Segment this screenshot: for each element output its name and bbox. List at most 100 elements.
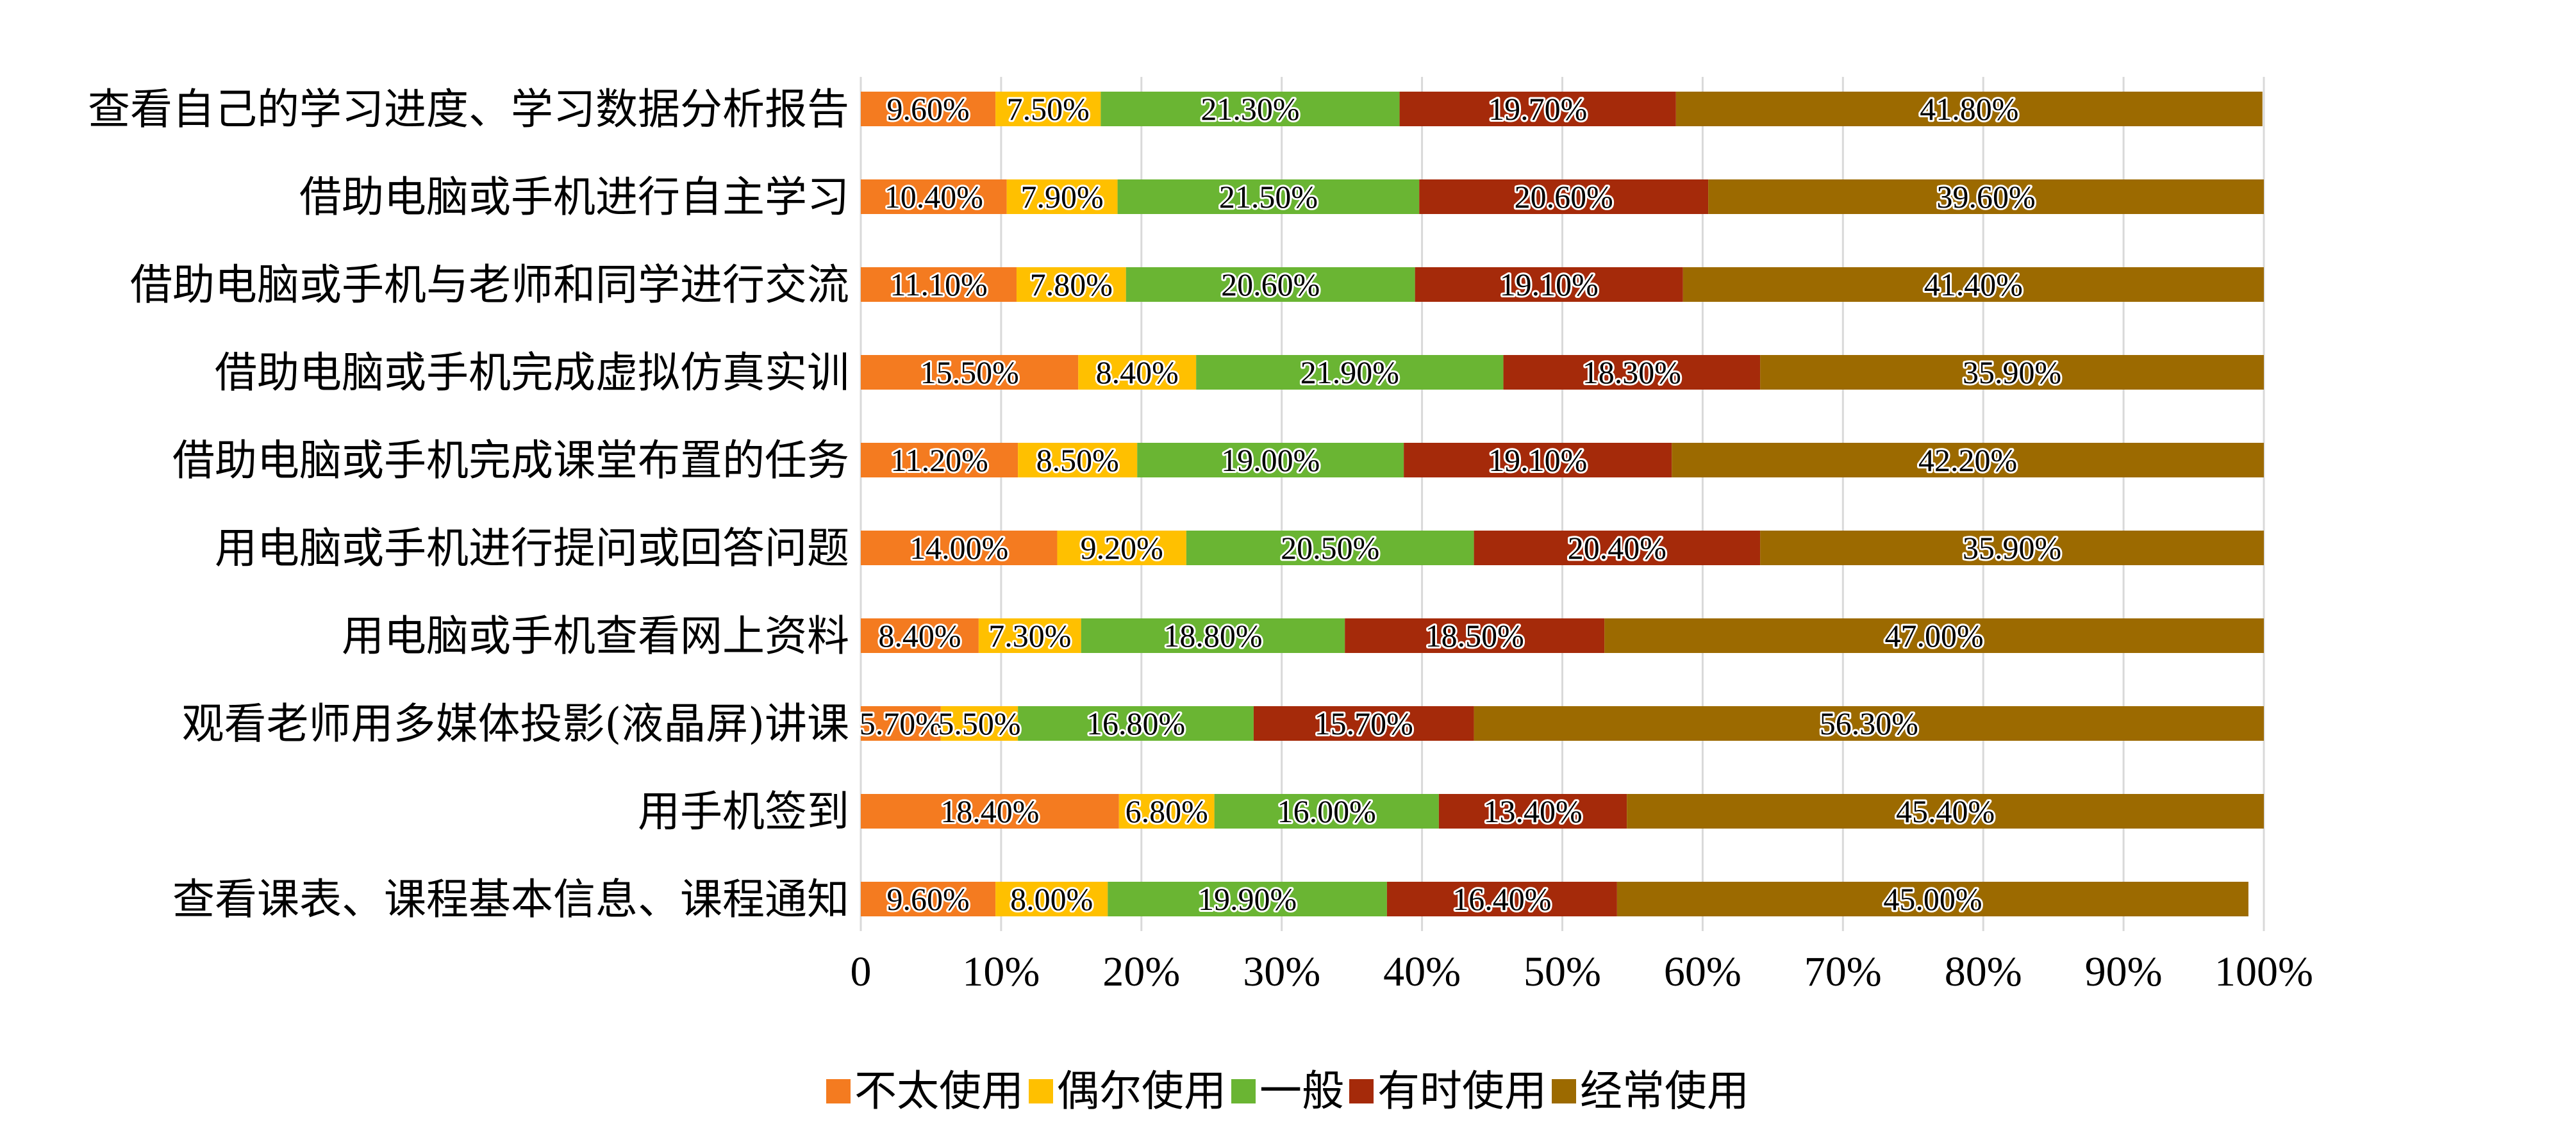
bar-segment [861, 92, 996, 126]
bar-segment [1081, 618, 1345, 653]
data-label: 14.00% [910, 530, 1008, 566]
x-tick-label: 100% [2215, 948, 2313, 995]
category-label: 用电脑或手机进行提问或回答问题 [215, 524, 849, 573]
bar-segment [1253, 706, 1474, 741]
x-tick-label: 10% [962, 948, 1040, 995]
legend-swatch [1349, 1079, 1374, 1103]
data-label: 11.10% [890, 267, 987, 302]
bar-segment [1415, 267, 1683, 302]
data-label: 18.30% [1583, 354, 1681, 390]
legend-swatch [1029, 1079, 1053, 1103]
bar-segment [861, 531, 1058, 565]
data-label: 20.60% [1515, 179, 1613, 215]
bar-segment [1118, 794, 1215, 829]
bar-segment [861, 267, 1017, 302]
bar-segment [1016, 267, 1126, 302]
category-label: 查看自己的学习进度、学习数据分析报告 [88, 85, 849, 134]
x-tick-label: 50% [1524, 948, 1601, 995]
data-label: 7.90% [1021, 179, 1104, 215]
bar-segment [1386, 882, 1617, 916]
x-tick-label: 30% [1243, 948, 1320, 995]
data-label: 16.40% [1452, 881, 1551, 917]
data-label: 45.00% [1883, 881, 1982, 917]
data-label: 19.10% [1488, 442, 1587, 478]
legend-swatch [1231, 1079, 1256, 1103]
bar-segment [861, 355, 1079, 390]
x-axis-ticks: 0 10% 20% 30% 40% 50% 60% 70% 80% 90% 100% [851, 948, 2313, 995]
bar-segment [1006, 179, 1118, 214]
bar-segment [1399, 92, 1676, 126]
gridlines [860, 77, 2265, 931]
data-label: 35.90% [1963, 530, 2061, 566]
bar-segment [1760, 531, 2264, 565]
bars [861, 92, 2264, 916]
legend-swatch [826, 1079, 851, 1103]
bar-segment [1126, 267, 1415, 302]
x-tick-label: 40% [1383, 948, 1461, 995]
data-label: 7.50% [1007, 91, 1090, 127]
data-label: 8.40% [878, 618, 961, 654]
data-label: 9.20% [1081, 530, 1163, 566]
bar-segment [1708, 179, 2264, 214]
category-label: 借助电脑或手机完成课堂布置的任务 [172, 436, 849, 485]
data-label: 41.80% [1920, 91, 2018, 127]
data-label: 19.90% [1198, 881, 1297, 917]
x-tick-label: 0 [851, 948, 872, 995]
bar-segment [1018, 443, 1138, 477]
bar-segment [1108, 882, 1387, 916]
legend-label: 偶尔使用 [1057, 1066, 1226, 1116]
data-label: 7.30% [988, 618, 1071, 654]
bar-segment [1616, 882, 2248, 916]
legend-label: 经常使用 [1580, 1066, 1749, 1116]
category-label: 借助电脑或手机完成虚拟仿真实训 [215, 348, 849, 397]
data-labels: 9.60% 7.50% 21.30% 19.70% 41.80% 10.40% 7.90% 2… [858, 89, 2063, 919]
data-label: 10.40% [885, 179, 983, 215]
bar-segment [1078, 355, 1197, 390]
data-label: 15.70% [1315, 706, 1413, 741]
data-label: 5.70% [860, 706, 942, 741]
data-label: 21.90% [1300, 354, 1399, 390]
bar-segment [1018, 706, 1254, 741]
data-label: 7.80% [1030, 267, 1113, 302]
data-label: 16.00% [1277, 793, 1376, 829]
x-tick-label: 80% [1945, 948, 2022, 995]
category-label: 用手机签到 [638, 787, 849, 836]
data-label: 8.50% [1036, 442, 1119, 478]
bar-segment [861, 443, 1018, 477]
bar-segment [1438, 794, 1627, 829]
category-label: 查看课表、课程基本信息、课程通知 [172, 875, 849, 924]
legend: 不太使用 偶尔使用 一般 有时使用 经常使用 [826, 1066, 1749, 1116]
x-tick-label: 20% [1102, 948, 1180, 995]
x-tick-label: 70% [1804, 948, 1882, 995]
data-label: 47.00% [1885, 618, 1984, 654]
data-label: 20.50% [1281, 530, 1379, 566]
data-label: 15.50% [920, 354, 1019, 390]
data-label: 18.40% [940, 793, 1039, 829]
data-label: 21.50% [1219, 179, 1318, 215]
bar-segment [940, 706, 1018, 741]
category-label: 借助电脑或手机与老师和同学进行交流 [130, 260, 849, 310]
bar-segment [1672, 443, 2264, 477]
legend-label: 有时使用 [1377, 1066, 1547, 1116]
bar-segment [861, 706, 941, 741]
legend-label: 不太使用 [854, 1066, 1024, 1116]
x-tick-label: 60% [1664, 948, 1741, 995]
data-label: 42.20% [1918, 442, 2017, 478]
category-labels: 查看自己的学习进度、学习数据分析报告借助电脑或手机进行自主学习借助电脑或手机与老… [88, 85, 849, 924]
data-label: 56.30% [1820, 706, 1918, 741]
category-label: 借助电脑或手机进行自主学习 [299, 172, 849, 222]
legend-label: 一般 [1259, 1066, 1344, 1116]
bar-segment [1057, 531, 1186, 565]
bar-segment [861, 179, 1007, 214]
data-label: 39.60% [1936, 179, 2035, 215]
data-label: 21.30% [1201, 91, 1299, 127]
data-label: 19.70% [1488, 91, 1587, 127]
legend-swatch [1552, 1079, 1576, 1103]
data-label: 5.50% [938, 706, 1020, 741]
x-tick-label: 90% [2085, 948, 2163, 995]
bar-segment [995, 92, 1101, 126]
bar-segment [1503, 355, 1761, 390]
bar-segment [1345, 618, 1605, 653]
data-label: 8.40% [1096, 354, 1179, 390]
data-label: 19.10% [1500, 267, 1599, 302]
